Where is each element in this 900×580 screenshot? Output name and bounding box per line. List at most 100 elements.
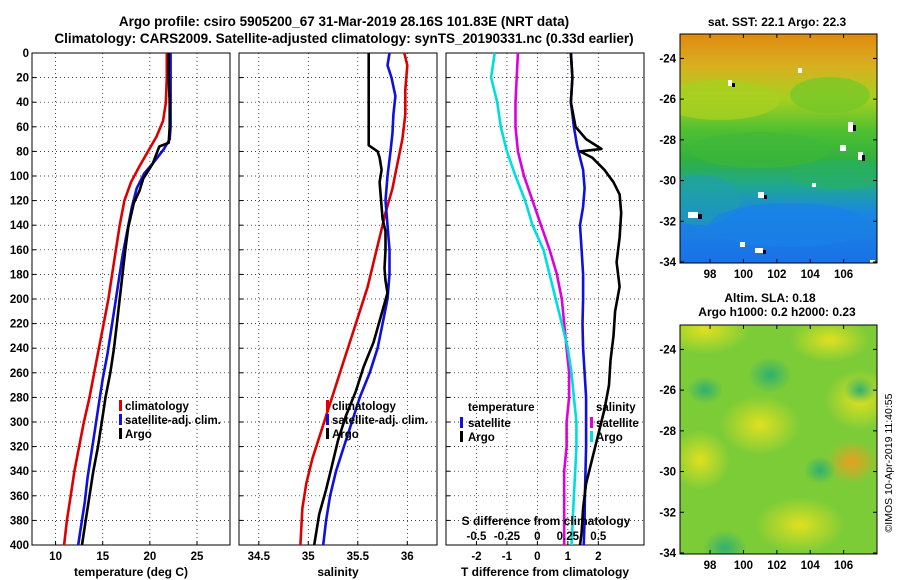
map-y-tick-label: -28: [659, 426, 676, 438]
x2-tick-label: 0.5: [590, 531, 607, 543]
sla-map-title1: Altim. SLA: 0.18: [724, 291, 816, 305]
legend-swatch: [119, 400, 122, 411]
map-x-tick-label: 104: [801, 560, 821, 572]
map-x-tick-label: 102: [767, 269, 786, 281]
x-tick-label: -2: [471, 551, 481, 563]
x-tick-label: 25: [191, 551, 204, 563]
y-tick-label: 120: [10, 196, 29, 208]
y-tick-label: 380: [10, 515, 29, 527]
x-tick-label: 15: [96, 551, 109, 563]
legend-label: satellite-adj. clim.: [125, 415, 221, 427]
series-line-salinity-satellite: [514, 52, 571, 545]
sst-map: sat. SST: 22.1 Argo: 22.3: [679, 15, 878, 264]
series-line-argo: [80, 53, 171, 546]
x-axis-label: temperature (deg C): [74, 565, 188, 579]
map-x-tick-label: 102: [767, 560, 786, 572]
x-tick-label: 34.5: [248, 551, 271, 563]
map-y-tick-label: -32: [659, 507, 676, 519]
legend-swatch: [326, 428, 329, 439]
credit: ©IMOS 10-Apr-2019 11:40:55: [883, 393, 895, 532]
map-y-tick-label: -34: [659, 257, 676, 269]
x-tick-label: 0: [534, 551, 540, 563]
y-tick-label: 180: [10, 269, 29, 281]
map-x-tick-label: 106: [834, 560, 853, 572]
legend-swatch: [326, 414, 329, 425]
sst-map-title: sat. SST: 22.1 Argo: 22.3: [708, 15, 847, 29]
map-x-tick-label: 100: [734, 269, 753, 281]
map-y-tick-label: -24: [659, 53, 676, 65]
series-line-satellite-adj-clim-: [321, 52, 397, 546]
legend-label: Argo: [468, 432, 495, 444]
salinity-panel: 34.5 35 35.5 36 salinity climatology satellite…: [238, 52, 438, 579]
sla-map: Altim. SLA: 0.18 Argo h1000: 0.2 h2000: …: [679, 291, 878, 555]
map-x-tick-label: 104: [801, 269, 821, 281]
x2-tick-label: 0.25: [557, 531, 580, 543]
legend-label: satellite: [468, 418, 511, 430]
y-tick-label: 300: [10, 417, 29, 429]
map-y-tick-label: -34: [659, 548, 676, 560]
series-line-temperature-satellite: [569, 52, 588, 546]
header-line2: Climatology: CARS2009. Satellite-adjuste…: [54, 31, 633, 46]
map-axes: 98 100 102 104 106 -24 -26 -28 -30 -32 -34 98 100 102…: [659, 34, 877, 572]
legend-swatch: [119, 428, 122, 439]
map-x-tick-label: 98: [704, 269, 717, 281]
legend-label: Argo: [596, 432, 623, 444]
series-line-climatology: [62, 53, 169, 546]
y-tick-label: 260: [10, 368, 29, 380]
legend-swatch: [590, 417, 593, 428]
x-tick-label: 1: [565, 551, 572, 563]
x-axis-label: T difference from climatology: [461, 565, 629, 579]
y-tick-label: 340: [10, 466, 29, 478]
map-x-tick-label: 100: [734, 560, 753, 572]
legend-swatch: [590, 431, 593, 442]
legend-label: climatology: [125, 401, 190, 413]
x-tick-label: 2: [595, 551, 601, 563]
y-tick-label: 160: [10, 245, 29, 257]
y-tick-label: 220: [10, 319, 29, 331]
x-tick-label: -1: [502, 551, 513, 563]
header-line1: Argo profile: csiro 5905200_67 31-Mar-20…: [119, 14, 569, 29]
map-y-tick-label: -30: [659, 176, 676, 188]
temperature-panel: 0 20 40 60 80 100 120 140 160 180 200 220 240 260 280 3…: [10, 48, 231, 579]
legend-title-temperature: temperature: [468, 402, 534, 414]
map-x-tick-label: 98: [704, 560, 717, 572]
difference-panel: -2 -1 0 1 2 T difference from climatology temp…: [445, 52, 645, 579]
series-line-temperature-argo: [569, 52, 623, 546]
map-y-tick-label: -24: [659, 344, 676, 356]
y-tick-label: 240: [10, 343, 29, 355]
y-tick-label: 40: [16, 97, 29, 109]
x-axis-label: salinity: [317, 565, 359, 579]
series-line-climatology: [299, 52, 409, 546]
series-line-salinity-argo: [489, 52, 578, 546]
legend-swatch: [460, 431, 463, 442]
sla-map-title2: Argo h1000: 0.2 h2000: 0.23: [698, 305, 856, 319]
legend-label: climatology: [332, 401, 397, 413]
map-x-tick-label: 106: [834, 269, 853, 281]
x-tick-label: 35.5: [347, 551, 370, 563]
map-y-tick-label: -30: [659, 467, 676, 479]
legend-swatch: [326, 400, 329, 411]
map-y-tick-label: -32: [659, 216, 676, 228]
map-y-tick-label: -26: [659, 94, 676, 106]
legend-label: Argo: [125, 429, 152, 441]
y-tick-label: 100: [10, 171, 29, 183]
legend-label: Argo: [332, 429, 359, 441]
y-tick-label: 140: [10, 220, 29, 232]
legend-label: satellite: [596, 418, 639, 430]
x2-tick-label: -0.25: [494, 531, 521, 543]
y-tick-label: 200: [10, 294, 29, 306]
x-tick-label: 36: [401, 551, 414, 563]
y-tick-label: 320: [10, 442, 29, 454]
legend-swatch: [460, 417, 463, 428]
legend-label: satellite-adj. clim.: [332, 415, 428, 427]
y-tick-label: 360: [10, 491, 29, 503]
x-tick-label: 20: [143, 551, 156, 563]
legend-swatch: [119, 414, 122, 425]
x2-axis-label: S difference from climatology: [462, 514, 631, 528]
x-tick-label: 10: [49, 551, 62, 563]
y-tick-label: 400: [10, 540, 29, 552]
y-tick-label: 280: [10, 392, 29, 404]
y-tick-label: 20: [16, 73, 29, 85]
map-y-tick-label: -28: [659, 135, 676, 147]
